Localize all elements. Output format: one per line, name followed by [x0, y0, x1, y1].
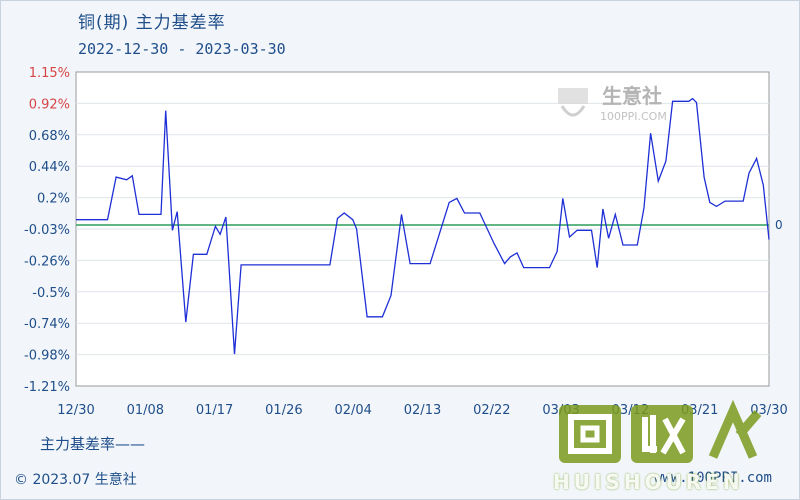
x-tick-label: 12/30 [57, 403, 94, 418]
date-range: 2022-12-30 - 2023-03-30 [78, 40, 286, 58]
logo-name: 生意社 [602, 84, 662, 108]
y-tick-label: -0.5% [32, 286, 70, 301]
site-url[interactable]: www.100PPI.com [653, 470, 772, 486]
zero-label: 0 [775, 218, 783, 232]
watermark: HUISHOUREN [553, 397, 793, 500]
y-tick-label: 0.44% [29, 160, 70, 175]
logo-mark [558, 88, 588, 104]
y-tick-label: -0.26% [24, 254, 70, 269]
y-tick-label: 0.68% [29, 129, 70, 144]
y-tick-label: -0.74% [24, 317, 70, 332]
copyright: © 2023.07 生意社 [14, 472, 137, 488]
y-tick-label: -0.03% [24, 223, 70, 238]
x-tick-label: 03/30 [750, 403, 787, 418]
y-tick-label: 0.2% [37, 192, 70, 207]
y-axis-ticks: 1.15% 0.92% 0.68% 0.44% 0.2% -0.03% -0.26% -0.5… [24, 66, 70, 395]
x-tick-label: 01/17 [196, 403, 233, 418]
y-tick-label: -1.21% [24, 380, 70, 395]
y-tick-label: 0.92% [29, 97, 70, 112]
chart-title: 铜(期) 主力基差率 [78, 13, 226, 33]
legend-entry: 主力基差率—— [40, 435, 146, 453]
logo-arc-icon [560, 105, 586, 117]
watermark-text: HUISHOUREN [553, 470, 744, 494]
x-tick-label: 01/26 [265, 403, 302, 418]
y-tick-label: 1.15% [29, 66, 70, 81]
logo: 生意社 100PPI.COM [558, 84, 667, 123]
x-tick-label: 01/08 [127, 403, 164, 418]
y-tick-label: -0.98% [24, 349, 70, 364]
grid [76, 102, 769, 356]
series-line [76, 97, 770, 355]
x-tick-label: 02/22 [473, 403, 510, 418]
x-tick-label: 02/13 [404, 403, 441, 418]
x-tick-label: 02/04 [334, 403, 371, 418]
logo-url: 100PPI.COM [600, 110, 667, 123]
watermark-graphic [559, 399, 762, 463]
